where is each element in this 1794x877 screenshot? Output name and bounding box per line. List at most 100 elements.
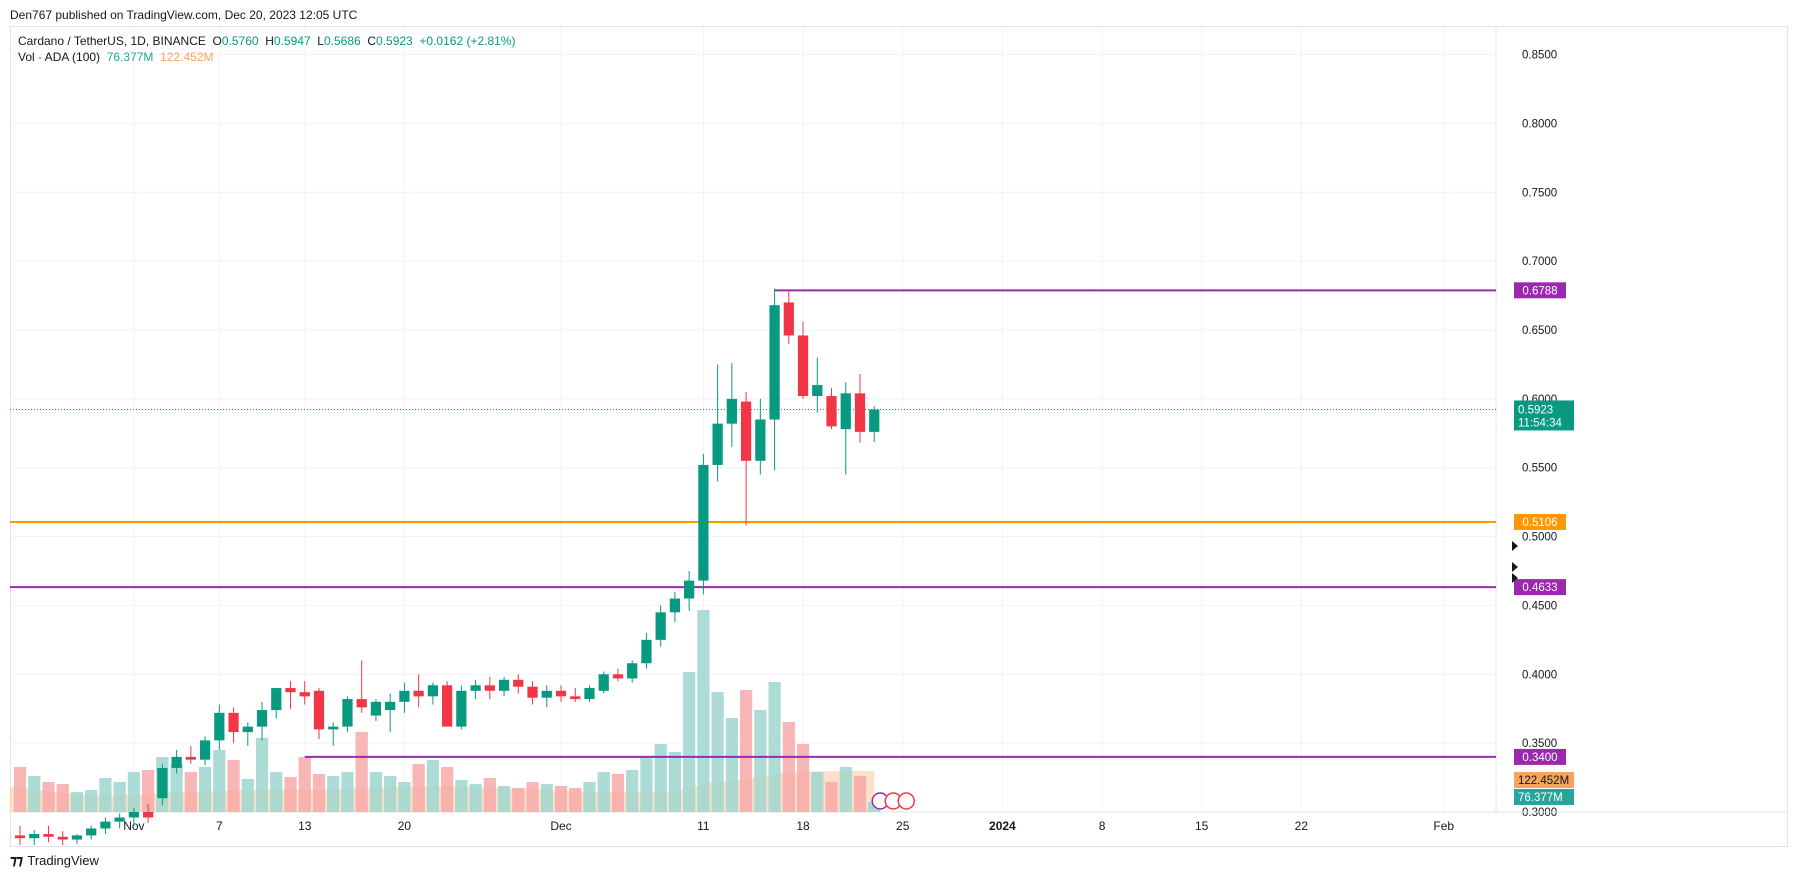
volume-bar [28,776,41,812]
chart-legend: Cardano / TetherUS, 1D, BINANCE O0.5760 … [18,33,515,65]
price-label-text: 0.4633 [1522,582,1557,594]
volume-bar [825,782,838,812]
volume-bar [284,777,297,812]
tradingview-logo-icon: ⁊⁊ [10,852,23,868]
volume-bar [583,782,596,812]
legend-high-label: H [265,34,274,48]
candle-body [498,679,510,691]
candle-body [513,679,524,687]
volume-bar [526,782,539,812]
y-tick-label: 0.5000 [1522,532,1557,544]
candle-body [612,674,624,679]
volume-bar [213,750,226,812]
volume-sma-text: 122.452M [1518,775,1569,787]
candle-body [712,423,723,465]
volume-bar [255,738,269,812]
y-tick-label: 0.5500 [1522,463,1557,475]
x-tick-label: 15 [1195,819,1209,833]
y-tick-label: 0.4000 [1522,669,1557,681]
candle-body [370,701,382,716]
footer-brand[interactable]: ⁊⁊ TradingView [10,852,99,869]
volume-bar [56,784,69,812]
volume-bar [469,784,482,812]
publisher-line: Den767 published on TradingView.com, Dec… [10,8,358,22]
candle-body [769,305,780,420]
volume-bar [440,767,454,812]
candle-body [328,726,339,730]
volume-bar [13,767,27,812]
candle-body [698,464,709,581]
candle-body [100,821,111,829]
volume-bar [42,782,55,812]
last-price-badge [1514,400,1574,431]
legend-symbol: Cardano / TetherUS, 1D, BINANCE [18,34,206,48]
volume-bar [341,772,354,812]
candle-body [356,699,367,708]
candle-body [313,690,325,730]
volume-bar [754,710,767,812]
price-label-text: 0.6788 [1522,285,1557,297]
volume-bar [768,682,781,812]
x-tick-label: 20 [398,819,412,833]
candle-body [840,393,851,430]
volume-bar [384,776,397,812]
candle-body [285,688,296,693]
axis-arrow-icon [1512,573,1518,583]
volume-bar [640,757,653,812]
volume-bar [739,690,753,812]
x-tick-label: 2024 [989,819,1016,833]
candle-body [541,690,552,698]
price-label-badge [1514,513,1566,530]
x-tick-label: 13 [298,819,312,833]
volume-last-badge [1514,789,1574,805]
volume-bar [569,788,582,812]
y-tick-label: 0.8000 [1522,118,1557,130]
volume-bar [597,772,610,812]
legend-volume-row[interactable]: Vol · ADA (100) 76.377M 122.452M [18,49,515,65]
countdown-text: 11:54:34 [1518,417,1563,429]
event-marker-icon [897,792,915,810]
candle-body [57,836,68,840]
candle-body [598,674,609,691]
candle-body [812,385,823,397]
legend-open-label: O [212,34,222,48]
volume-bar [782,722,795,812]
candle-body [86,828,97,836]
volume-bar [312,774,326,812]
y-tick-label: 0.6500 [1522,325,1557,337]
price-label-badge [1514,579,1566,596]
volume-bar [270,772,283,812]
candle-body [114,817,125,822]
candle-body [199,740,211,760]
volume-bar [796,744,810,812]
volume-bar [241,779,254,812]
candle-body [797,335,809,397]
y-tick-label: 0.7500 [1522,187,1557,199]
legend-symbol-row[interactable]: Cardano / TetherUS, 1D, BINANCE O0.5760 … [18,33,515,49]
volume-bar [611,774,625,812]
candle-body [128,812,140,818]
candle-body [399,690,410,702]
volume-bar [142,770,155,812]
axis-arrow-icon [1512,562,1518,572]
legend-vol-value: 76.377M [106,50,154,64]
candle-body [143,812,154,818]
x-tick-label: Dec [550,819,571,833]
volume-bar [668,752,682,812]
candle-body [627,663,638,679]
volume-bar [654,744,667,812]
legend-low: 0.5686 [323,34,361,48]
volume-bar [455,780,468,812]
last-price-text: 0.5923 [1518,404,1553,416]
volume-bar [626,770,639,812]
legend-vol-sma: 122.452M [160,50,214,64]
candle-body [157,767,168,799]
x-tick-label: 7 [216,819,223,833]
footer-brand-text: TradingView [27,853,99,868]
volume-bar [697,610,710,812]
candle-body [584,688,595,700]
volume-bar [198,767,212,812]
volume-bar [711,692,724,812]
volume-bar [483,778,496,812]
